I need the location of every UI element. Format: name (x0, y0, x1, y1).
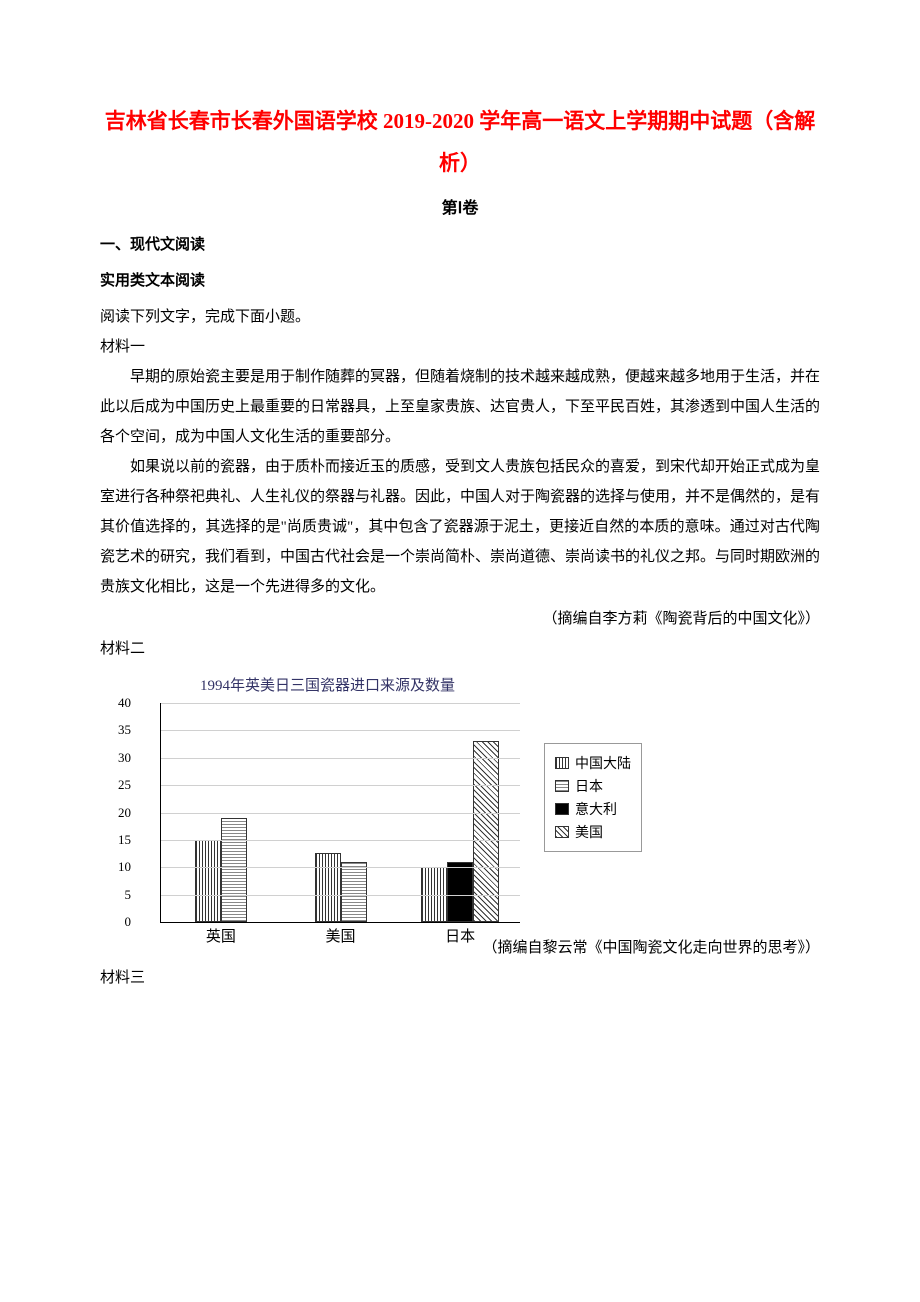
gridline (161, 895, 520, 896)
legend-swatch (555, 780, 569, 792)
reading-instruction: 阅读下列文字，完成下面小题。 (100, 302, 820, 332)
y-tick-label: 30 (105, 750, 131, 766)
x-category-label: 日本 (400, 925, 520, 946)
y-tick-label: 5 (105, 887, 131, 903)
chart-title: 1994年英美日三国瓷器进口来源及数量 (200, 674, 680, 695)
legend-label: 意大利 (575, 799, 617, 819)
chart-plot-area: 0510152025303540 英国美国日本 (160, 703, 520, 923)
y-tick-label: 25 (105, 777, 131, 793)
legend-item: 日本 (555, 776, 631, 796)
bar (195, 840, 221, 923)
legend-item: 中国大陆 (555, 753, 631, 773)
legend-swatch (555, 757, 569, 769)
material-3-label: 材料三 (100, 963, 820, 993)
gridline (161, 758, 520, 759)
gridline (161, 840, 520, 841)
x-category-label: 美国 (281, 925, 401, 946)
import-chart: 1994年英美日三国瓷器进口来源及数量 0510152025303540 英国美… (160, 674, 680, 923)
gridline (161, 813, 520, 814)
legend-item: 意大利 (555, 799, 631, 819)
gridline (161, 867, 520, 868)
section-heading-2: 实用类文本阅读 (100, 266, 820, 296)
y-tick-label: 20 (105, 805, 131, 821)
y-tick-label: 10 (105, 859, 131, 875)
legend-swatch (555, 803, 569, 815)
y-tick-label: 35 (105, 722, 131, 738)
bar (447, 862, 473, 923)
legend-label: 美国 (575, 822, 603, 842)
material-1-para-2: 如果说以前的瓷器，由于质朴而接近玉的质感，受到文人贵族包括民众的喜爱，到宋代却开… (100, 452, 820, 602)
gridline (161, 703, 520, 704)
document-title: 吉林省长春市长春外国语学校 2019-2020 学年高一语文上学期期中试题（含解… (100, 100, 820, 184)
legend-label: 日本 (575, 776, 603, 796)
bar (341, 862, 367, 923)
bar (315, 853, 341, 922)
x-category-label: 英国 (161, 925, 281, 946)
material-1-source: （摘编自李方莉《陶瓷背后的中国文化》） (100, 604, 820, 634)
legend-label: 中国大陆 (575, 753, 631, 773)
material-1-para-1: 早期的原始瓷主要是用于制作随葬的冥器，但随着烧制的技术越来越成熟，便越来越多地用… (100, 362, 820, 452)
y-tick-label: 40 (105, 695, 131, 711)
material-2-label: 材料二 (100, 634, 820, 664)
section-heading-1: 一、现代文阅读 (100, 230, 820, 260)
legend-item: 美国 (555, 822, 631, 842)
bar (221, 818, 247, 923)
legend-swatch (555, 826, 569, 838)
gridline (161, 730, 520, 731)
chart-x-axis: 英国美国日本 (161, 925, 520, 946)
chart-legend: 中国大陆日本意大利美国 (544, 743, 642, 852)
gridline (161, 785, 520, 786)
y-tick-label: 15 (105, 832, 131, 848)
volume-subtitle: 第Ⅰ卷 (100, 194, 820, 218)
material-1-label: 材料一 (100, 332, 820, 362)
y-tick-label: 0 (105, 914, 131, 930)
